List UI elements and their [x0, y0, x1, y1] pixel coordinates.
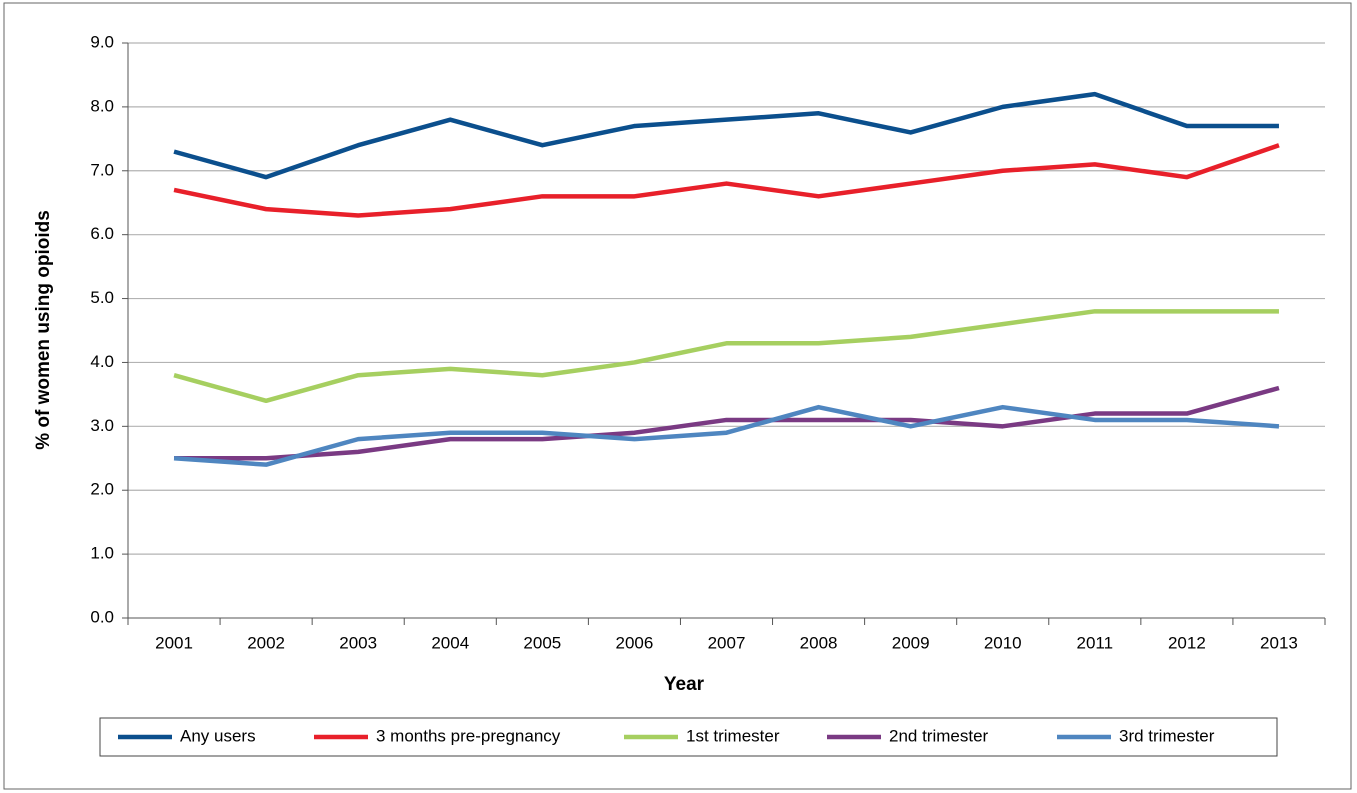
legend-label: 3rd trimester — [1119, 726, 1215, 745]
y-tick-label: 2.0 — [90, 480, 114, 499]
x-tick-label: 2003 — [339, 633, 377, 652]
x-tick-label: 2013 — [1260, 633, 1298, 652]
series-line — [173, 404, 1280, 467]
y-axis-label: % of women using opioids — [33, 210, 54, 450]
y-tick-label: 9.0 — [90, 32, 114, 51]
y-tick-label: 4.0 — [90, 352, 114, 371]
y-tick-label: 7.0 — [90, 160, 114, 179]
y-tick-label: 0.0 — [90, 607, 114, 626]
x-tick-label: 2008 — [800, 633, 838, 652]
legend-label: 2nd trimester — [889, 726, 989, 745]
x-tick-label: 2009 — [892, 633, 930, 652]
legend-label: Any users — [180, 726, 256, 745]
legend-label: 1st trimester — [686, 726, 780, 745]
x-tick-label: 2002 — [247, 633, 285, 652]
chart-frame — [3, 2, 1352, 790]
series-line — [173, 309, 1279, 404]
y-tick-label: 6.0 — [90, 224, 114, 243]
legend-label: 3 months pre-pregnancy — [376, 726, 561, 745]
series-line — [173, 143, 1280, 218]
x-tick-label: 2012 — [1168, 633, 1206, 652]
x-tick-label: 2011 — [1077, 633, 1114, 652]
series-line — [173, 91, 1279, 180]
y-tick-label: 3.0 — [90, 416, 114, 435]
x-tick-label: 2010 — [984, 633, 1022, 652]
y-tick-label: 1.0 — [90, 544, 114, 563]
y-tick-label: 5.0 — [90, 288, 114, 307]
x-tick-label: 2001 — [155, 633, 193, 652]
x-axis-label: Year — [664, 674, 705, 695]
x-tick-label: 2004 — [431, 633, 469, 652]
x-tick-label: 2007 — [708, 633, 746, 652]
x-tick-label: 2005 — [523, 633, 561, 652]
x-tick-label: 2006 — [616, 633, 654, 652]
y-tick-label: 8.0 — [90, 96, 114, 115]
series-line — [174, 385, 1280, 461]
